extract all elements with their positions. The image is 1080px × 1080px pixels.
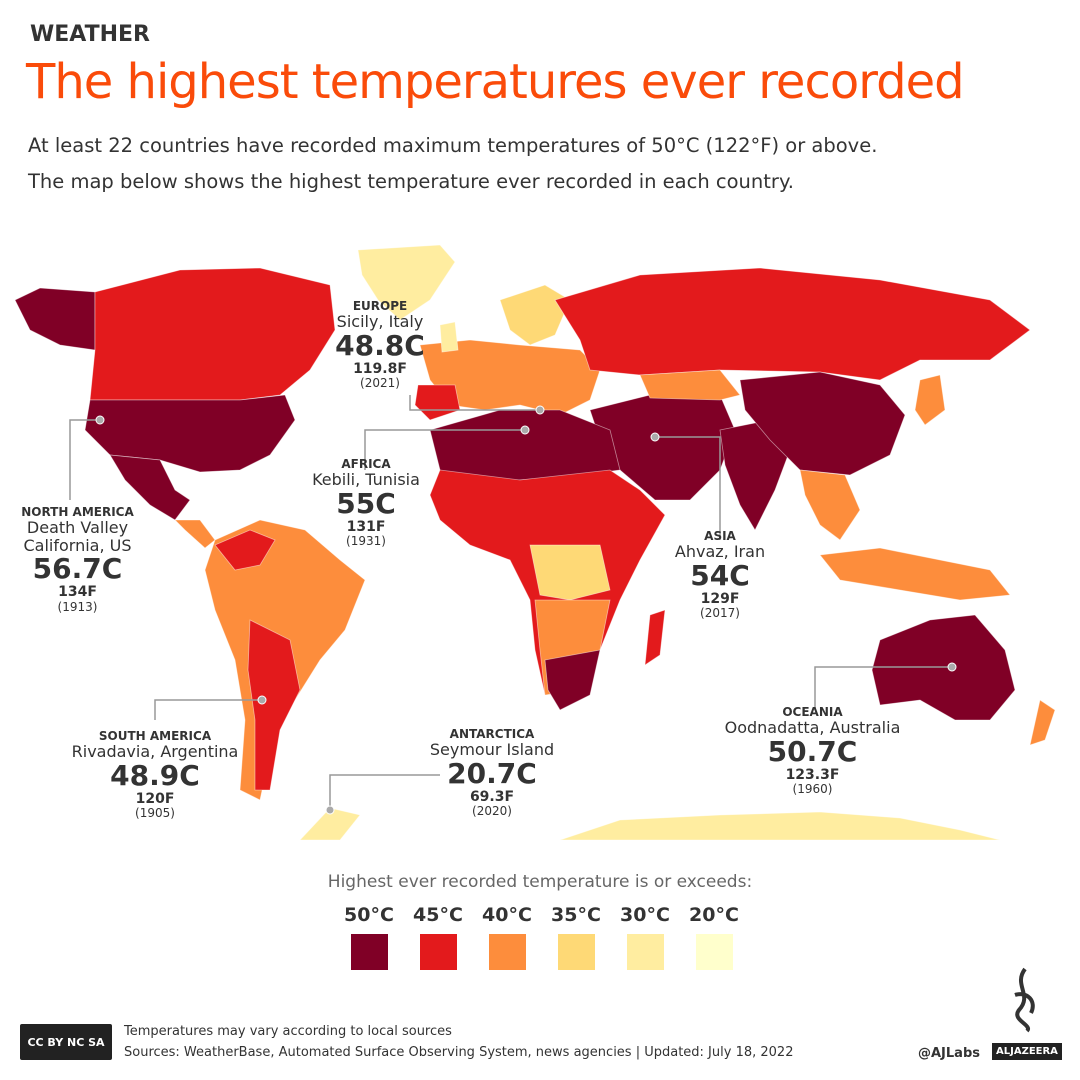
mexico — [109, 454, 191, 521]
subtitle-line-1: At least 22 countries have recorded maxi… — [28, 134, 878, 157]
madagascar — [644, 609, 666, 666]
leader-antarctica — [329, 774, 440, 810]
central-asia — [639, 369, 741, 401]
antarctica-east — [559, 811, 1001, 841]
label-north-america: NORTH AMERICA Death Valley California, U… — [21, 505, 134, 614]
footer-note: Temperatures may vary according to local… — [124, 1024, 452, 1039]
label-south-america: SOUTH AMERICA Rivadavia, Argentina 48.9C… — [71, 729, 239, 820]
brand-logo: ALJAZEERA — [992, 1043, 1062, 1060]
alaska — [14, 287, 96, 351]
label-antarctica: ANTARCTICA Seymour Island 20.7C 69.3F (2… — [429, 727, 555, 818]
leader-africa — [364, 429, 525, 470]
legend-swatch — [626, 934, 664, 970]
marker-oodnadatta — [947, 662, 957, 672]
legend-item-40: 40°C — [475, 904, 539, 970]
page-title: The highest temperatures ever recorded — [26, 54, 965, 110]
legend-item-50: 50°C — [337, 904, 401, 970]
label-asia: ASIA Ahvaz, Iran 54C 129F (2017) — [674, 529, 766, 620]
legend-item-35: 35°C — [544, 904, 608, 970]
colombia-venezuela — [214, 529, 276, 571]
central-america — [174, 519, 216, 549]
label-africa: AFRICA Kebili, Tunisia 55C 131F (1931) — [312, 457, 420, 548]
south-africa — [544, 649, 601, 711]
marker-ahvaz — [650, 432, 660, 442]
world-map — [14, 244, 1056, 841]
leader-asia — [655, 436, 721, 540]
legend-item-30: 30°C — [613, 904, 677, 970]
kicker: WEATHER — [30, 22, 151, 47]
congo — [529, 544, 611, 601]
marker-sicily — [535, 405, 545, 415]
greenland — [357, 244, 456, 321]
aljazeera-logo-icon — [1014, 967, 1035, 1033]
subtitle-line-2: The map below shows the highest temperat… — [28, 170, 794, 193]
marker-rivadavia — [257, 695, 267, 705]
marker-kebili — [520, 425, 530, 435]
legend-swatch — [350, 934, 388, 970]
iberia — [414, 384, 461, 421]
canada — [89, 267, 336, 401]
marker-seymour — [325, 805, 335, 815]
legend-swatch — [419, 934, 457, 970]
label-oceania: OCEANIA Oodnadatta, Australia 50.7C 123.… — [724, 705, 901, 796]
legend-swatch — [695, 934, 733, 970]
legend-item-20: 20°C — [682, 904, 746, 970]
leader-europe — [409, 395, 540, 411]
china — [739, 371, 906, 476]
leader-south-america — [154, 699, 262, 720]
se-asia — [799, 469, 861, 541]
indonesia — [819, 547, 1011, 601]
russia — [554, 267, 1031, 381]
new-zealand — [1029, 699, 1056, 746]
japan — [914, 374, 946, 426]
subtitle: At least 22 countries have recorded maxi… — [28, 128, 1068, 200]
legend-title: Highest ever recorded temperature is or … — [327, 872, 753, 892]
legend-swatch — [557, 934, 595, 970]
legend-swatch — [488, 934, 526, 970]
scandinavia — [499, 284, 571, 346]
marker-death-valley — [95, 415, 105, 425]
legend-item-45: 45°C — [406, 904, 470, 970]
creative-commons-icon: CC BY NC SA — [20, 1024, 112, 1060]
argentina — [247, 619, 301, 791]
leader-oceania — [814, 666, 952, 710]
footer-sources: Sources: WeatherBase, Automated Surface … — [124, 1045, 794, 1060]
antarctica — [299, 807, 361, 841]
twitter-handle: @AJLabs — [918, 1046, 980, 1061]
label-europe: EUROPE Sicily, Italy 48.8C 119.8F (2021) — [335, 299, 425, 390]
leader-north-america — [69, 419, 100, 500]
usa — [84, 394, 296, 473]
uk — [439, 321, 459, 353]
